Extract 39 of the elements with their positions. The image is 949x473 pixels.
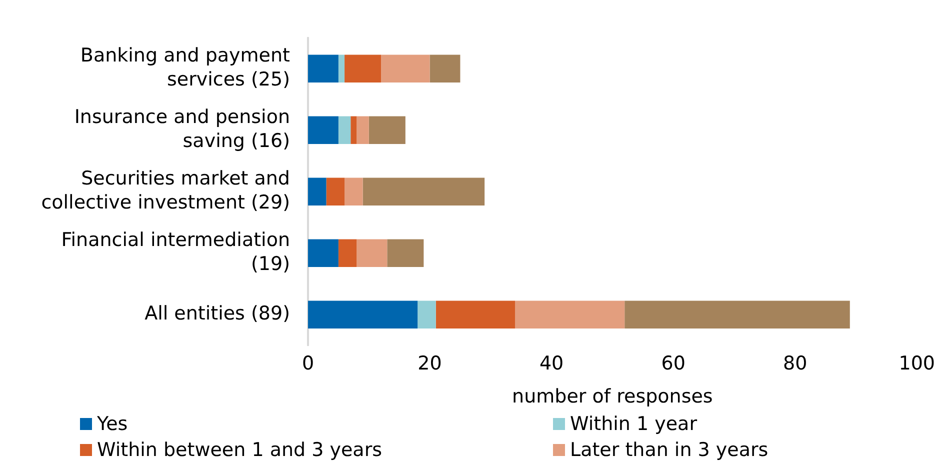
bar (368, 116, 406, 144)
legend-label: Within 1 year (570, 413, 698, 435)
bar (344, 54, 382, 82)
bar (381, 54, 430, 82)
bar (338, 239, 357, 267)
x-tick-label: 0 (302, 352, 314, 375)
y-tick-label: Insurance and pension saving (16) (74, 106, 290, 152)
bar (418, 300, 436, 328)
x-tick-label: 80 (783, 352, 808, 375)
bar (308, 116, 338, 144)
legend-label: Later than in 3 years (570, 439, 768, 461)
y-tick-label: Securities market and collective investment (29) (41, 168, 290, 214)
bar (338, 116, 351, 144)
bar (430, 54, 460, 82)
bar (308, 239, 338, 267)
y-tick-label: Banking and payment services (25) (80, 44, 290, 90)
bar (624, 300, 850, 328)
bar (308, 300, 418, 328)
bar (362, 178, 485, 206)
legend-label: Within between 1 and 3 years (97, 439, 382, 461)
bar (436, 300, 516, 328)
bar (308, 54, 338, 82)
bar (326, 178, 345, 206)
x-axis-title: number of responses (512, 386, 713, 408)
bar (387, 239, 424, 267)
y-tick-label: Financial intermediation (19) (61, 229, 290, 275)
bar (515, 300, 625, 328)
x-tick-label: 60 (661, 352, 686, 375)
bar (338, 54, 345, 82)
bar (356, 239, 388, 267)
bar (308, 178, 326, 206)
bar (350, 116, 357, 144)
bar (356, 116, 369, 144)
legend-label: Yes (97, 413, 128, 435)
x-tick-label: 20 (418, 352, 442, 375)
x-tick-label: 40 (539, 352, 564, 375)
y-tick-label: All entities (89) (144, 302, 290, 325)
bar (344, 178, 363, 206)
x-tick-label: 100 (898, 352, 935, 375)
